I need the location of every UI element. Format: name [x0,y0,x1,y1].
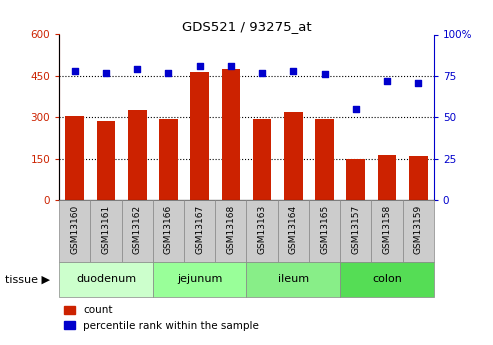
FancyBboxPatch shape [371,200,403,262]
Bar [347,159,365,200]
FancyBboxPatch shape [215,200,246,262]
FancyBboxPatch shape [246,262,340,297]
Text: GSM13164: GSM13164 [289,205,298,254]
Point [71,68,79,74]
Bar [128,110,146,200]
FancyBboxPatch shape [309,200,340,262]
FancyBboxPatch shape [153,262,246,297]
Point [383,78,391,83]
FancyBboxPatch shape [59,262,153,297]
Text: jejunum: jejunum [177,275,222,284]
Bar [66,116,84,200]
Title: GDS521 / 93275_at: GDS521 / 93275_at [182,20,311,33]
Text: GSM13160: GSM13160 [70,205,79,254]
Point [102,70,110,75]
FancyBboxPatch shape [90,200,122,262]
Bar [97,121,115,200]
Text: GSM13161: GSM13161 [102,205,110,254]
Text: GSM13165: GSM13165 [320,205,329,254]
Bar [315,119,334,200]
Text: tissue ▶: tissue ▶ [5,275,50,284]
Point [289,68,297,74]
Bar [378,155,396,200]
Text: GSM13162: GSM13162 [133,205,141,254]
Text: GSM13166: GSM13166 [164,205,173,254]
Point [133,67,141,72]
Text: duodenum: duodenum [76,275,136,284]
FancyBboxPatch shape [278,200,309,262]
Point [320,71,328,77]
FancyBboxPatch shape [403,200,434,262]
Bar [253,119,272,200]
Point [352,106,360,112]
Text: GSM13167: GSM13167 [195,205,204,254]
Text: GSM13163: GSM13163 [258,205,267,254]
Bar [221,69,240,200]
FancyBboxPatch shape [59,200,90,262]
Point [258,70,266,75]
FancyBboxPatch shape [184,200,215,262]
Bar [284,112,303,200]
Point [414,80,422,85]
Text: colon: colon [372,275,402,284]
FancyBboxPatch shape [246,200,278,262]
Text: GSM13159: GSM13159 [414,205,423,254]
FancyBboxPatch shape [153,200,184,262]
Point [165,70,173,75]
Point [196,63,204,69]
FancyBboxPatch shape [340,200,371,262]
Bar [190,72,209,200]
Bar [409,156,427,200]
Text: GSM13158: GSM13158 [383,205,391,254]
Text: ileum: ileum [278,275,309,284]
Text: GSM13168: GSM13168 [226,205,235,254]
Point [227,63,235,69]
FancyBboxPatch shape [122,200,153,262]
Text: GSM13157: GSM13157 [352,205,360,254]
Bar [159,119,178,200]
FancyBboxPatch shape [340,262,434,297]
Legend: count, percentile rank within the sample: count, percentile rank within the sample [65,305,259,331]
